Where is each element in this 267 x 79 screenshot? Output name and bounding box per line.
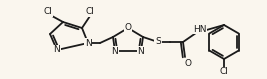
Text: S: S xyxy=(155,38,161,47)
Text: Cl: Cl xyxy=(219,67,229,76)
Text: Cl: Cl xyxy=(44,8,52,17)
Text: N: N xyxy=(85,38,91,47)
Text: O: O xyxy=(184,59,191,67)
Text: Cl: Cl xyxy=(85,8,95,17)
Text: N: N xyxy=(112,47,118,56)
Text: HN: HN xyxy=(193,24,207,33)
Text: O: O xyxy=(124,23,132,32)
Text: N: N xyxy=(138,47,144,56)
Text: N: N xyxy=(54,46,60,55)
